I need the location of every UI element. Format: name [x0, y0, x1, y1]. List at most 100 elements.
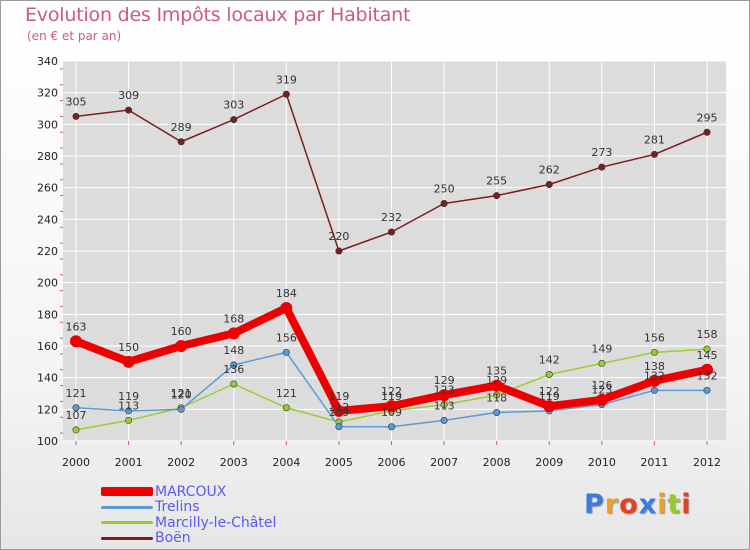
legend: MARCOUX Trelins Marcilly-le-Châtel Boën: [101, 484, 276, 546]
data-point-Trelins-2011: [650, 386, 658, 394]
data-label-Trelins-2004: 156: [276, 331, 297, 344]
data-point-Boën-2005: [335, 247, 343, 255]
data-label-Marcilly-le-Châtel-2009: 142: [539, 354, 560, 367]
data-label-Boën-2012: 295: [697, 111, 718, 124]
data-point-MARCOUX-2002: [175, 340, 188, 352]
data-point-Marcilly-le-Châtel-2010: [598, 359, 606, 367]
legend-swatch-trelins: [101, 505, 153, 509]
data-label-Marcilly-le-Châtel-2010: 149: [591, 342, 612, 355]
data-point-MARCOUX-2009: [543, 400, 556, 413]
data-label-MARCOUX-2007: 129: [434, 374, 455, 387]
y-tick-label-120: 120: [37, 403, 58, 416]
x-tick-label-2007: 2007: [430, 456, 458, 469]
grid: [63, 60, 726, 442]
legend-swatch-marcoux: [101, 487, 153, 497]
legend-item-trelins: Trelins: [101, 499, 276, 516]
y-tick-label-340: 340: [37, 55, 58, 68]
y-tick-label-140: 140: [37, 372, 58, 385]
data-label-Marcilly-le-Châtel-2012: 158: [697, 328, 718, 341]
data-label-Marcilly-le-Châtel-2006: 119: [381, 390, 402, 403]
logo-letter: x: [638, 489, 658, 520]
data-label-Trelins-2008: 118: [486, 392, 507, 405]
axes: 100 120 140 160 180 200 220 240 260 280 300 320 340 2…: [37, 55, 721, 469]
data-point-Trelins-2005: [335, 423, 343, 431]
legend-label-boen: Boën: [155, 530, 191, 547]
data-point-Boën-2011: [650, 150, 658, 158]
data-point-Trelins-2003: [230, 361, 238, 369]
legend-label-trelins: Trelins: [155, 499, 200, 516]
data-label-Marcilly-le-Châtel-2000: 107: [66, 409, 87, 422]
data-label-MARCOUX-2003: 168: [223, 312, 244, 325]
logo-letter: i: [657, 489, 668, 520]
data-point-Marcilly-le-Châtel-2009: [545, 370, 553, 378]
data-label-Trelins-2012: 132: [697, 369, 718, 382]
x-tick-label-2002: 2002: [167, 456, 195, 469]
data-label-Boën-2004: 319: [276, 73, 297, 86]
data-label-Trelins-2011: 132: [644, 369, 665, 382]
data-point-Boën-2009: [545, 181, 553, 189]
data-point-MARCOUX-2005: [332, 404, 345, 417]
y-tick-label-240: 240: [37, 213, 58, 226]
data-label-Boën-2001: 309: [118, 89, 139, 102]
x-tick-label-2009: 2009: [535, 456, 563, 469]
data-point-Boën-2000: [72, 112, 80, 120]
data-point-Boën-2002: [177, 138, 185, 146]
legend-label-marcoux: MARCOUX: [155, 483, 227, 500]
data-label-Trelins-2009: 119: [539, 390, 560, 403]
data-point-Marcilly-le-Châtel-2011: [650, 348, 658, 356]
data-point-Trelins-2012: [703, 386, 711, 394]
data-point-Trelins-2000: [72, 404, 80, 412]
y-tick-label-300: 300: [37, 118, 58, 131]
data-label-MARCOUX-2004: 184: [276, 287, 297, 300]
data-point-Boën-2004: [282, 90, 290, 98]
data-label-Marcilly-le-Châtel-2007: 123: [434, 384, 455, 397]
data-label-Marcilly-le-Châtel-2004: 121: [276, 387, 297, 400]
data-point-Marcilly-le-Châtel-2007: [440, 401, 448, 409]
series-group: [70, 90, 713, 434]
data-point-Trelins-2004: [282, 348, 290, 356]
data-label-Boën-2000: 305: [66, 95, 87, 108]
data-label-Boën-2002: 289: [171, 121, 192, 134]
chart-subtitle: (en € et par an): [27, 29, 122, 43]
logo-letter: i: [681, 489, 692, 520]
logo-letter: t: [667, 489, 682, 520]
data-label-Trelins-2002: 120: [171, 388, 192, 401]
data-label-Boën-2006: 232: [381, 211, 402, 224]
data-point-MARCOUX-2000: [70, 335, 82, 348]
x-tick-label-2003: 2003: [220, 456, 248, 469]
data-label-Trelins-2003: 148: [223, 344, 244, 357]
legend-swatch-marcilly: [101, 521, 153, 525]
data-label-Trelins-2006: 109: [381, 406, 402, 419]
data-point-Trelins-2007: [440, 416, 448, 424]
logo-letter: o: [619, 489, 639, 520]
data-label-Trelins-2005: 109: [328, 406, 349, 419]
x-tick-label-2000: 2000: [62, 456, 90, 469]
data-point-Marcilly-le-Châtel-2003: [230, 380, 238, 388]
data-label-Boën-2005: 220: [328, 230, 349, 243]
legend-item-boen: Boën: [101, 530, 276, 547]
data-label-Trelins-2007: 113: [434, 399, 455, 412]
data-point-Marcilly-le-Châtel-2008: [493, 391, 501, 399]
legend-item-marcoux: MARCOUX: [101, 484, 276, 500]
y-tick-label-260: 260: [37, 182, 58, 195]
data-label-MARCOUX-2006: 122: [381, 385, 402, 398]
data-label-MARCOUX-2001: 150: [118, 341, 139, 354]
y-tick-label-220: 220: [37, 245, 58, 258]
data-label-MARCOUX-2011: 138: [644, 360, 665, 373]
data-point-MARCOUX-2012: [701, 363, 713, 376]
data-point-Trelins-2006: [387, 423, 395, 431]
data-point-Boën-2012: [703, 128, 711, 136]
data-label-MARCOUX-2008: 135: [486, 365, 507, 378]
data-point-MARCOUX-2011: [648, 374, 661, 387]
data-label-MARCOUX-2010: 126: [591, 379, 612, 392]
data-label-Boën-2007: 250: [434, 183, 455, 196]
legend-swatch-boen: [101, 536, 153, 540]
data-point-MARCOUX-2004: [280, 302, 293, 314]
x-tick-label-2011: 2011: [640, 456, 668, 469]
x-tick-label-2001: 2001: [115, 456, 143, 469]
logo-letter: r: [604, 489, 620, 520]
y-tick-label-180: 180: [37, 308, 58, 321]
